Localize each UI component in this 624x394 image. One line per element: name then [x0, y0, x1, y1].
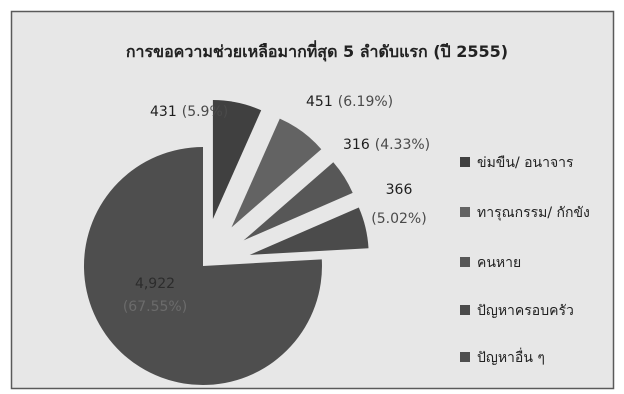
data-label-5-percent: (67.55%) — [123, 299, 187, 315]
legend: ข่มขืน/ อนาจาร ทารุณกรรม/ กักขัง คนหาย ป… — [460, 155, 590, 366]
pie-slice-2 — [231, 118, 322, 228]
data-label-4-value: 366 — [386, 182, 413, 198]
legend-label: ปัญหาครอบครัว — [477, 303, 574, 319]
data-label-value: 316 — [343, 137, 370, 153]
data-label-percent: (6.19%) — [338, 94, 393, 110]
data-label-1: 431 (5.9%) — [150, 104, 228, 120]
legend-item: คนหาย — [460, 255, 521, 271]
data-label-percent: (5.9%) — [182, 104, 229, 120]
pie-slice-3 — [243, 162, 353, 241]
data-label-2: 451 (6.19%) — [306, 94, 393, 110]
legend-swatch — [460, 305, 470, 315]
data-label-value: 451 — [306, 94, 333, 110]
legend-item: ทารุณกรรม/ กักขัง — [460, 205, 590, 221]
legend-item: ปัญหาอื่น ๆ — [460, 348, 545, 366]
pie-slices — [83, 100, 369, 386]
legend-swatch — [460, 207, 470, 217]
chart-title: การขอความช่วยเหลือมากที่สุด 5 ลำดับแรก (… — [126, 40, 508, 62]
legend-label: ข่มขืน/ อนาจาร — [477, 155, 574, 171]
data-label-5-value: 4,922 — [135, 276, 175, 292]
legend-swatch — [460, 352, 470, 362]
legend-label: ทารุณกรรม/ กักขัง — [477, 205, 590, 221]
legend-item: ปัญหาครอบครัว — [460, 303, 574, 319]
legend-item: ข่มขืน/ อนาจาร — [460, 155, 574, 171]
data-label-value: 431 — [150, 104, 177, 120]
data-label-percent: (4.33%) — [375, 137, 430, 153]
legend-swatch — [460, 157, 470, 167]
legend-swatch — [460, 257, 470, 267]
data-label-3: 316 (4.33%) — [343, 137, 430, 153]
pie-slice-1 — [212, 100, 262, 219]
pie-slice-5 — [83, 147, 322, 386]
legend-label: คนหาย — [477, 255, 521, 271]
data-labels: 431 (5.9%) 451 (6.19%) 316 (4.33%) 366 (5.0… — [123, 94, 430, 315]
data-label-4-percent: (5.02%) — [371, 211, 426, 227]
pie-slice-4 — [249, 207, 369, 255]
legend-label: ปัญหาอื่น ๆ — [477, 348, 545, 366]
